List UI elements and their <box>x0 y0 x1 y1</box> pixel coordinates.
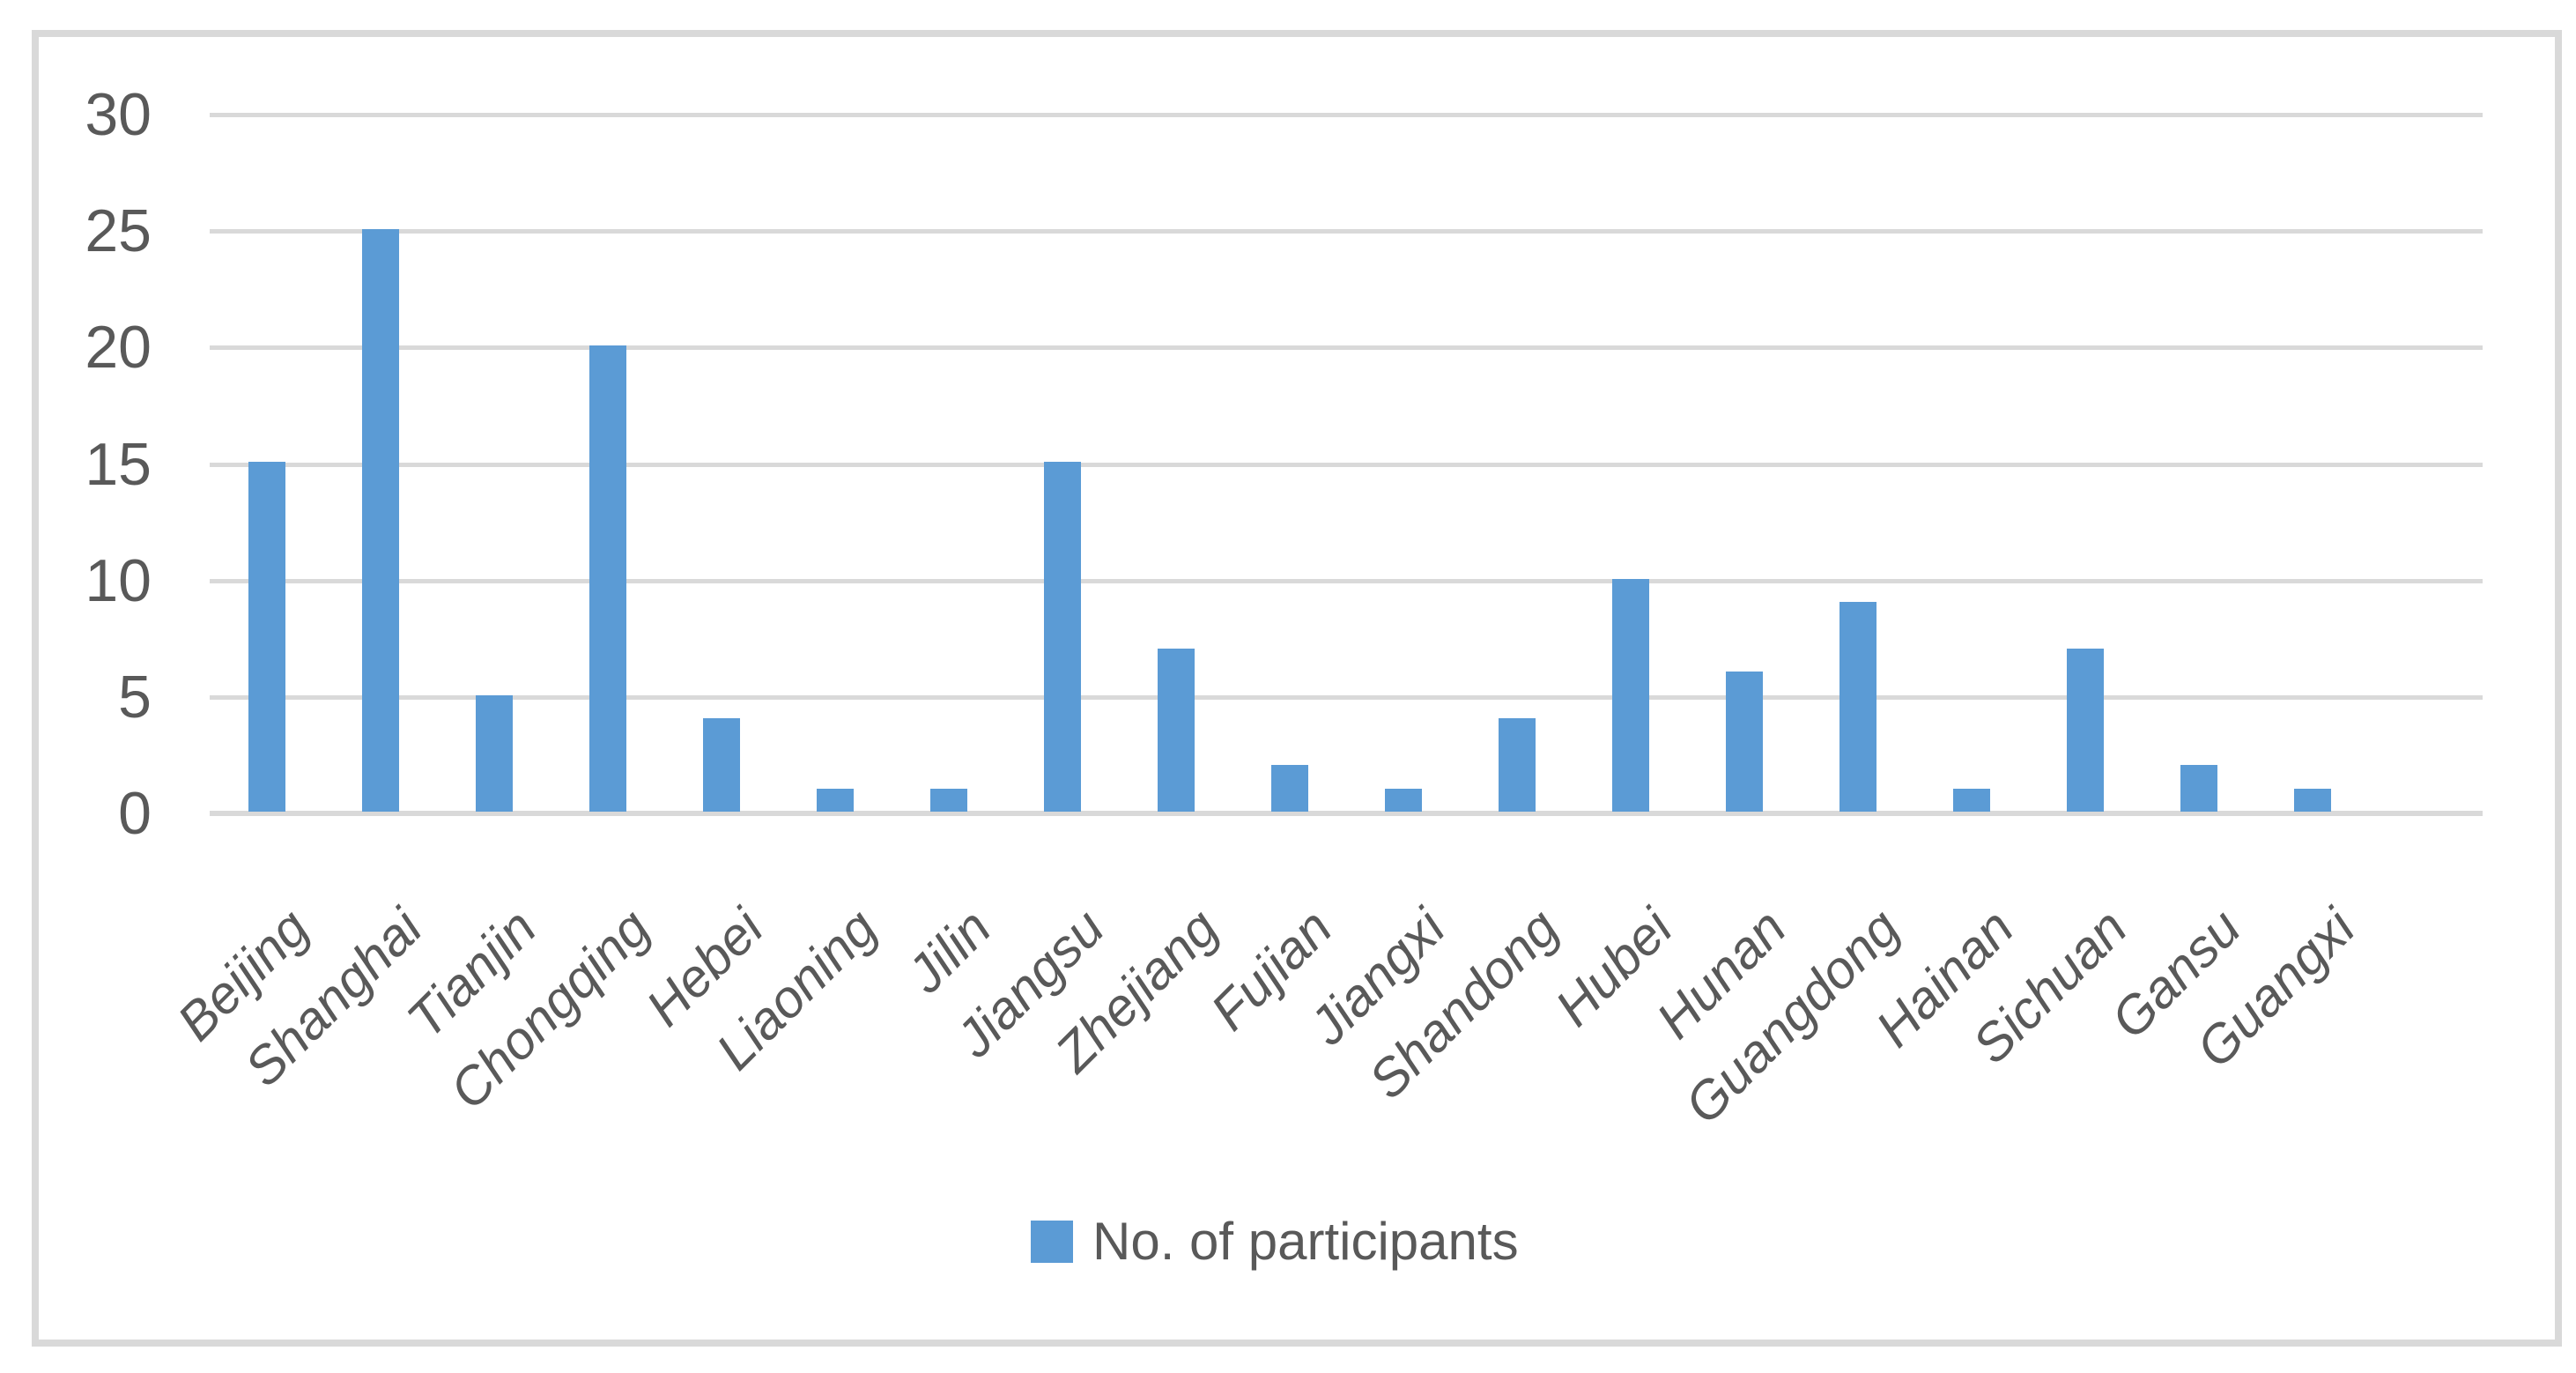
y-tick-label-25: 25 <box>85 197 152 264</box>
bar-beijing <box>248 462 285 812</box>
bar-tianjin <box>476 695 513 812</box>
bar-sichuan <box>2067 649 2104 812</box>
legend: No. of participants <box>1031 1211 1519 1272</box>
y-tick-label-5: 5 <box>118 664 152 731</box>
bar-guangdong <box>1839 602 1876 812</box>
legend-color-swatch <box>1031 1220 1073 1263</box>
bar-jilin <box>930 789 967 812</box>
bar-jiangsu <box>1044 462 1081 812</box>
y-tick-label-15: 15 <box>85 431 152 498</box>
bar-liaoning <box>817 789 854 812</box>
bar-shanghai <box>362 229 399 812</box>
chart-border <box>32 30 2562 1347</box>
bar-guangxi <box>2294 789 2331 812</box>
gridline-10 <box>210 579 2483 583</box>
y-tick-label-30: 30 <box>85 81 152 148</box>
x-axis-line <box>210 811 2483 816</box>
y-tick-label-20: 20 <box>85 314 152 381</box>
gridline-20 <box>210 345 2483 350</box>
bar-fujian <box>1271 765 1308 812</box>
bar-zhejiang <box>1158 649 1195 812</box>
bar-gansu <box>2180 765 2217 812</box>
bar-hainan <box>1953 789 1990 812</box>
legend-label: No. of participants <box>1092 1212 1519 1271</box>
bar-chongqing <box>589 345 626 812</box>
bar-jiangxi <box>1385 789 1422 812</box>
gridline-30 <box>210 113 2483 117</box>
bar-hebei <box>703 718 740 812</box>
y-tick-label-10: 10 <box>85 547 152 614</box>
bar-shandong <box>1499 718 1536 812</box>
gridline-25 <box>210 229 2483 234</box>
y-tick-label-0: 0 <box>118 780 152 847</box>
gridline-5 <box>210 695 2483 700</box>
bar-hubei <box>1612 579 1649 812</box>
gridline-15 <box>210 463 2483 467</box>
bar-hunan <box>1726 672 1763 812</box>
